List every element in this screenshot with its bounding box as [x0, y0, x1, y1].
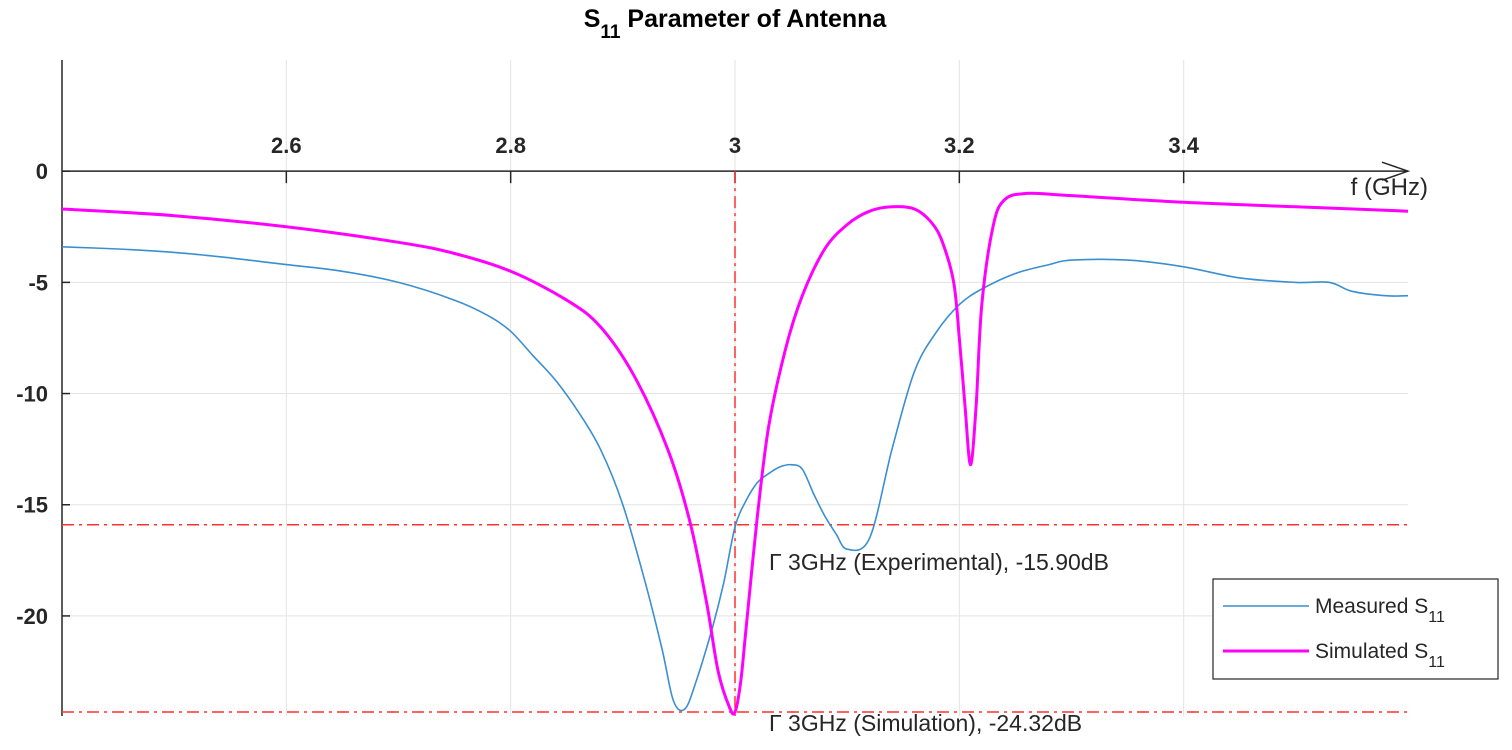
reference-lines [62, 171, 1408, 716]
legend-label: Simulated S11 [1315, 640, 1445, 671]
x-axis-label: f (GHz) [1351, 174, 1428, 201]
y-tick-label: -5 [28, 270, 48, 295]
series-line-measured [61, 246, 1409, 712]
x-tick-label: 3.2 [944, 133, 975, 158]
labels: 2.6 2.8 3 3.2 3.4 0 -5 -10 -15 -20 S11 Parameter o… [16, 5, 1428, 736]
legend-box [1212, 578, 1499, 680]
legend-label: Measured S11 [1315, 595, 1445, 626]
data-annotation: Γ 3GHz (Experimental), -15.90dB [769, 549, 1109, 575]
grid [62, 60, 1408, 716]
x-axis-arrow [1381, 161, 1411, 181]
data-annotation: Γ 3GHz (Simulation), -24.32dB [769, 710, 1082, 736]
series-lines [61, 191, 1409, 716]
y-tick-label: -10 [16, 382, 48, 407]
legend: Measured S11 Simulated S11 [1212, 578, 1499, 680]
x-tick-label: 2.6 [271, 133, 302, 158]
chart-title: S11 Parameter of Antenna [584, 5, 888, 43]
series-line-simulated [61, 191, 1409, 716]
x-tick-label: 2.8 [495, 133, 526, 158]
y-tick-label: -15 [16, 493, 48, 518]
x-tick-label: 3.4 [1168, 133, 1199, 158]
x-tick-label: 3 [729, 133, 741, 158]
y-tick-label: -20 [16, 604, 48, 629]
y-tick-label: 0 [36, 159, 48, 184]
